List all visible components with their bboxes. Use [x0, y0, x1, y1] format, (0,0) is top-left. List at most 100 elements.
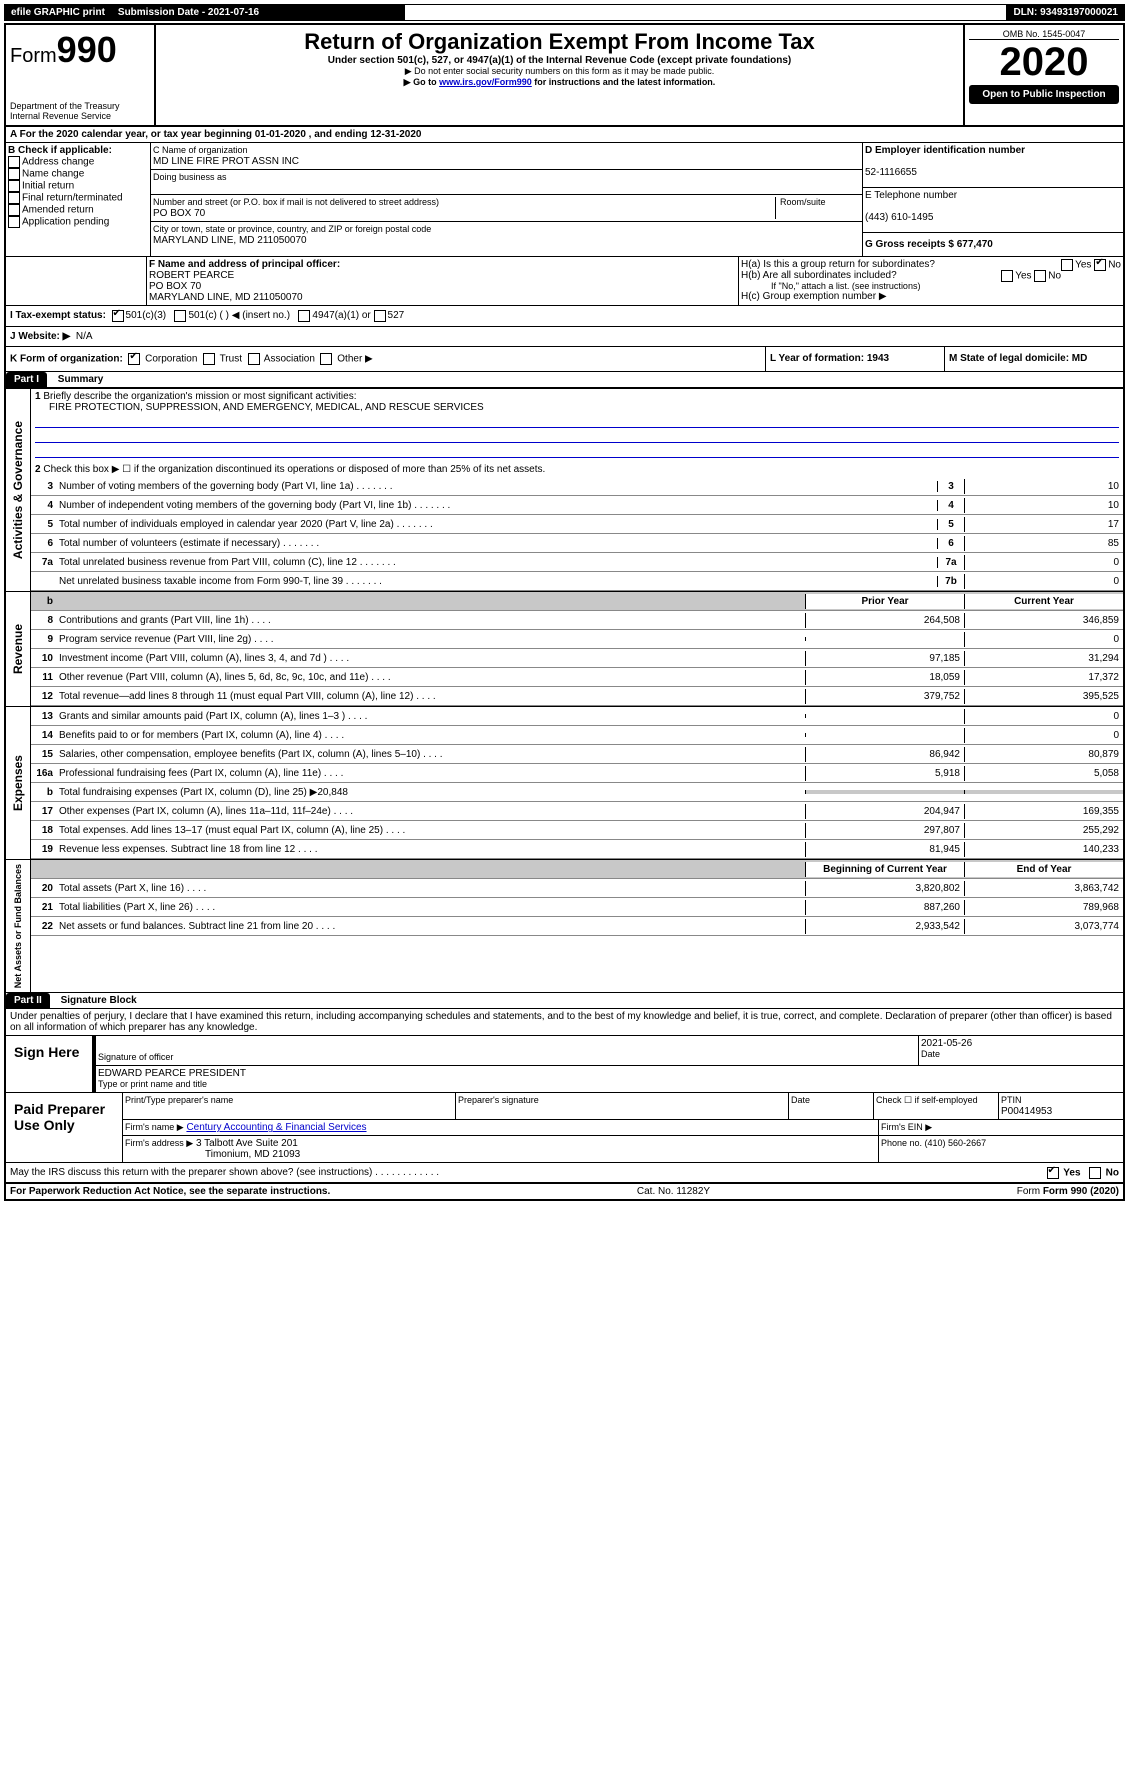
cb-501c[interactable]: [174, 310, 186, 322]
cb-corp[interactable]: [128, 353, 140, 365]
cb-assoc[interactable]: [248, 353, 260, 365]
line-num: 19: [31, 844, 57, 855]
firm-name[interactable]: Century Accounting & Financial Services: [186, 1122, 366, 1133]
efile-cell[interactable]: efile GRAPHIC print: [5, 5, 112, 20]
data-line: 9 Program service revenue (Part VIII, li…: [31, 630, 1123, 649]
firm-phone: Phone no. (410) 560-2667: [878, 1136, 1123, 1162]
rev-b: b: [31, 596, 57, 607]
cb-527[interactable]: [374, 310, 386, 322]
gov-line: Net unrelated business taxable income fr…: [31, 572, 1123, 591]
cb-other[interactable]: [320, 353, 332, 365]
curr-val: [964, 790, 1123, 794]
opt-527: 527: [388, 310, 405, 322]
line-label: Other expenses (Part IX, column (A), lin…: [57, 806, 805, 817]
dln-cell: DLN: 93493197000021: [1007, 5, 1124, 20]
prior-val: 3,820,802: [805, 881, 964, 896]
side-gov-text: Activities & Governance: [9, 417, 27, 563]
org-name: MD LINE FIRE PROT ASSN INC: [153, 156, 299, 167]
data-line: 12 Total revenue—add lines 8 through 11 …: [31, 687, 1123, 706]
cb-trust[interactable]: [203, 353, 215, 365]
q2-label: Check this box ▶ ☐ if the organization d…: [43, 464, 545, 475]
checkbox-name[interactable]: [8, 168, 20, 180]
checkbox-amended[interactable]: [8, 204, 20, 216]
line-num: 22: [31, 921, 57, 932]
exp-section: Expenses 13 Grants and similar amounts p…: [6, 706, 1123, 859]
submission-cell: Submission Date - 2021-07-16: [112, 5, 405, 20]
website-label: J Website: ▶: [10, 331, 70, 342]
section-k: K Form of organization: Corporation Trus…: [6, 347, 766, 371]
data-line: 18 Total expenses. Add lines 13–17 (must…: [31, 821, 1123, 840]
discuss-yes-label: Yes: [1063, 1168, 1080, 1179]
data-line: 14 Benefits paid to or for members (Part…: [31, 726, 1123, 745]
prior-val: 297,807: [805, 823, 964, 838]
line-label: Number of voting members of the governin…: [57, 481, 937, 492]
k-label: K Form of organization:: [10, 354, 123, 365]
col-begin: Beginning of Current Year: [805, 862, 964, 877]
line-label: Professional fundraising fees (Part IX, …: [57, 768, 805, 779]
discuss-no[interactable]: [1089, 1167, 1101, 1179]
prior-val: 887,260: [805, 900, 964, 915]
header-right: OMB No. 1545-0047 2020 Open to Public In…: [965, 25, 1123, 125]
section-i: I Tax-exempt status: 501(c)(3) 501(c) ( …: [6, 305, 1123, 326]
blue-line-2: [35, 430, 1119, 443]
hb-yes[interactable]: [1001, 270, 1013, 282]
ha-no[interactable]: [1094, 259, 1106, 271]
form-num: 990: [57, 29, 117, 70]
dept-treasury: Department of the Treasury: [10, 101, 150, 111]
prior-val: [805, 714, 964, 718]
firm-addr2: Timonium, MD 21093: [125, 1149, 300, 1160]
side-exp: Expenses: [6, 707, 31, 859]
opt-amended: Amended return: [22, 205, 94, 216]
hb-note: If "No," attach a list. (see instruction…: [741, 281, 1121, 291]
discuss-no-label: No: [1106, 1168, 1119, 1179]
website-value: N/A: [76, 331, 93, 342]
line-value: 10: [964, 498, 1123, 513]
prior-val: 2,933,542: [805, 919, 964, 934]
sig-officer-label: Signature of officer: [98, 1052, 173, 1062]
line-label: Net assets or fund balances. Subtract li…: [57, 921, 805, 932]
city-label: City or town, state or province, country…: [153, 224, 431, 234]
cb-501c3[interactable]: [112, 310, 124, 322]
addr-label: Number and street (or P.O. box if mail i…: [153, 197, 439, 207]
line-value: 0: [964, 574, 1123, 589]
prep-sig-label: Preparer's signature: [455, 1093, 788, 1119]
line-label: Salaries, other compensation, employee b…: [57, 749, 805, 760]
line-num: 8: [31, 615, 57, 626]
discuss-yes[interactable]: [1047, 1167, 1059, 1179]
gov-line: 5 Total number of individuals employed i…: [31, 515, 1123, 534]
fh-spacer: [6, 257, 147, 305]
section-b: B Check if applicable: Address change Na…: [6, 143, 151, 256]
gross-receipts: G Gross receipts $ 677,470: [865, 239, 993, 250]
gov-line: 4 Number of independent voting members o…: [31, 496, 1123, 515]
cb-4947[interactable]: [298, 310, 310, 322]
section-m: M State of legal domicile: MD: [945, 347, 1123, 371]
ha-yes[interactable]: [1061, 259, 1073, 271]
checkbox-pending[interactable]: [8, 216, 20, 228]
line-code: 7b: [937, 576, 964, 587]
checkbox-address[interactable]: [8, 156, 20, 168]
line-label: Revenue less expenses. Subtract line 18 …: [57, 844, 805, 855]
checkbox-final[interactable]: [8, 192, 20, 204]
curr-val: 17,372: [964, 670, 1123, 685]
col-end: End of Year: [964, 862, 1123, 877]
sign-here-block: Sign Here Signature of officer 2021-05-2…: [6, 1035, 1123, 1093]
hb-no[interactable]: [1034, 270, 1046, 282]
line-code: 7a: [937, 557, 964, 568]
part1-bar: Part I Summary: [6, 371, 1123, 388]
curr-val: 31,294: [964, 651, 1123, 666]
curr-val: 0: [964, 632, 1123, 647]
line-num: 6: [31, 538, 57, 549]
col-current: Current Year: [964, 594, 1123, 609]
data-line: 17 Other expenses (Part IX, column (A), …: [31, 802, 1123, 821]
line-label: Investment income (Part VIII, column (A)…: [57, 653, 805, 664]
checkbox-initial[interactable]: [8, 180, 20, 192]
prior-val: 264,508: [805, 613, 964, 628]
prior-val: [805, 790, 964, 794]
opt-4947: 4947(a)(1) or: [312, 310, 370, 322]
form990-link[interactable]: www.irs.gov/Form990: [439, 77, 532, 87]
officer-printed: EDWARD PEARCE PRESIDENT: [98, 1068, 246, 1079]
gov-line: 3 Number of voting members of the govern…: [31, 477, 1123, 496]
line-value: 10: [964, 479, 1123, 494]
data-line: 11 Other revenue (Part VIII, column (A),…: [31, 668, 1123, 687]
form-frame: Form990 Department of the Treasury Inter…: [4, 23, 1125, 1201]
